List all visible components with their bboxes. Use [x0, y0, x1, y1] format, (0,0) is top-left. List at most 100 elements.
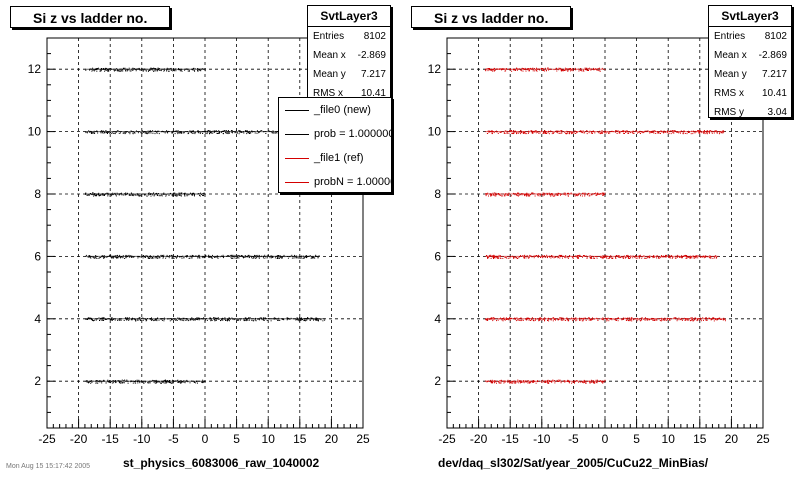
data-point [523, 257, 525, 259]
data-point [176, 195, 178, 197]
data-point [650, 132, 652, 134]
data-point [657, 132, 659, 134]
data-point [107, 192, 109, 194]
data-point [128, 194, 130, 196]
band-ladder-6 [484, 254, 719, 259]
data-point [143, 69, 145, 71]
data-point [129, 70, 131, 72]
data-point [663, 130, 665, 132]
x-tick-label: 10 [262, 432, 276, 446]
data-point [250, 132, 252, 134]
data-point [637, 132, 638, 134]
data-point [210, 131, 212, 133]
plot-left-legend[interactable]: _file0 (new) prob = 1.000000 _file1 (ref… [278, 97, 392, 193]
data-point [93, 195, 94, 197]
legend-entry-file1: _file1 (ref) [279, 146, 391, 170]
data-point [571, 69, 573, 71]
data-point [698, 132, 700, 134]
data-point [130, 130, 132, 132]
data-point [124, 379, 126, 381]
data-point [706, 133, 708, 135]
data-point [161, 319, 163, 321]
data-point [90, 257, 92, 259]
data-point [579, 319, 581, 321]
data-point [126, 319, 127, 321]
data-point [654, 319, 656, 321]
data-point [658, 132, 660, 134]
data-point [129, 317, 130, 319]
data-point [86, 195, 88, 196]
data-point [591, 256, 592, 258]
data-point [109, 254, 111, 256]
data-point [686, 133, 688, 135]
data-point [561, 69, 563, 71]
data-point [560, 319, 562, 321]
data-point [547, 132, 549, 134]
data-point [146, 133, 148, 135]
plot-right-stats-box[interactable]: SvtLayer3 Entries 8102 Mean x -2.869 Mea… [708, 5, 792, 118]
data-point [600, 132, 602, 133]
data-point [492, 192, 494, 194]
data-point [618, 132, 620, 134]
data-point [129, 255, 131, 257]
data-point [538, 319, 540, 321]
data-point [287, 257, 289, 259]
data-point [222, 254, 224, 256]
data-point [123, 320, 125, 321]
data-point [169, 381, 171, 383]
data-point [559, 379, 561, 381]
data-point [594, 132, 596, 134]
data-point [178, 194, 180, 196]
data-point [601, 67, 603, 69]
data-point [175, 70, 177, 72]
plot-left-stats-box[interactable]: SvtLayer3 Entries 8102 Mean x -2.869 Mea… [307, 5, 391, 103]
data-point [686, 255, 687, 257]
data-point [106, 192, 108, 194]
data-point [631, 320, 633, 322]
data-point [199, 69, 201, 71]
data-point [142, 381, 144, 383]
data-point [202, 381, 204, 383]
data-point [583, 317, 585, 319]
data-point [577, 257, 579, 259]
data-point [177, 379, 179, 381]
data-point [636, 257, 638, 259]
data-point [135, 318, 137, 320]
data-point [602, 194, 604, 196]
data-point [94, 319, 96, 321]
data-point [105, 382, 107, 384]
data-point [608, 258, 610, 259]
data-point [657, 131, 659, 133]
data-point [155, 379, 157, 381]
data-point [138, 317, 140, 319]
data-point [581, 381, 583, 383]
band-ladder-10 [484, 130, 726, 135]
data-point [570, 70, 572, 72]
data-point [281, 257, 283, 259]
data-point [86, 380, 88, 381]
data-point [150, 132, 152, 134]
data-point [299, 317, 300, 319]
data-point [155, 257, 157, 259]
data-point [664, 317, 666, 319]
data-point [501, 195, 503, 197]
data-point [673, 132, 675, 134]
data-point [212, 254, 213, 256]
data-point [191, 132, 193, 134]
data-point [189, 130, 191, 132]
data-point [209, 130, 211, 132]
data-point [504, 70, 506, 72]
data-point [681, 255, 683, 257]
data-point [709, 130, 711, 131]
data-point [533, 257, 535, 259]
data-point [566, 257, 568, 259]
data-point [154, 133, 156, 135]
data-point [178, 192, 180, 194]
data-point [216, 256, 218, 258]
data-point [531, 192, 533, 194]
data-point [313, 257, 315, 259]
data-point [192, 255, 194, 256]
data-point [532, 382, 534, 383]
data-point [683, 130, 685, 132]
data-point [560, 194, 561, 196]
